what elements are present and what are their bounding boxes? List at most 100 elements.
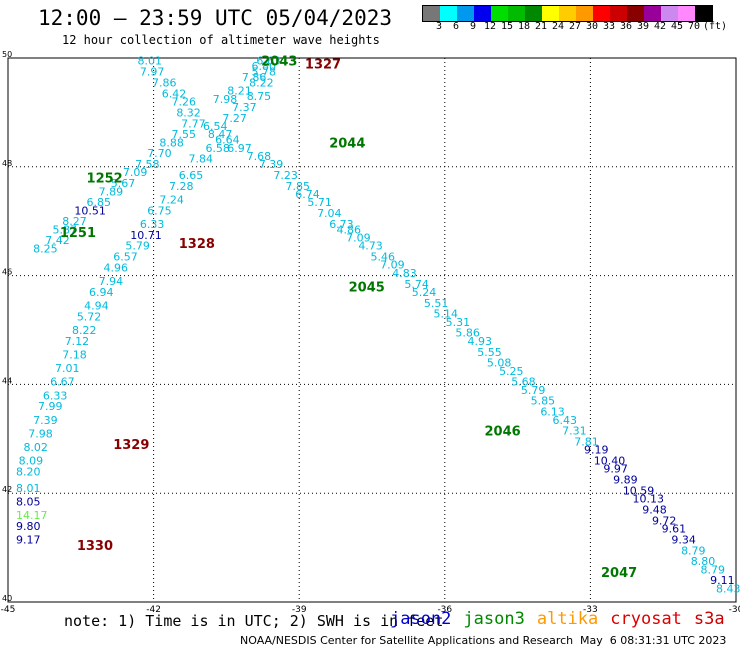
color-swatch: [508, 6, 525, 21]
color-scale-unit: (ft): [702, 21, 728, 32]
color-swatch: [610, 6, 627, 21]
wave-height-value: 5.51: [424, 297, 449, 310]
wave-height-value: 7.23: [273, 169, 298, 182]
color-swatch: [525, 6, 542, 21]
color-scale-label: 30: [585, 21, 599, 32]
track-pass-label: 1329: [113, 438, 149, 453]
generated-timestamp: May 6 08:31:31 UTC 2023: [580, 634, 727, 647]
wave-height-value: 6.75: [147, 204, 172, 217]
wave-height-value: 6.64: [215, 134, 240, 147]
wave-height-value: 10.51: [74, 204, 106, 217]
wave-height-value: 6.57: [113, 251, 138, 264]
wave-height-value: 8.09: [19, 455, 44, 468]
wave-height-value: 9.97: [603, 463, 628, 476]
color-swatch: [457, 6, 474, 21]
wave-height-value: 6.97: [227, 142, 252, 155]
track-pass-label: 1251: [60, 226, 96, 241]
wave-height-value: 5.24: [412, 286, 437, 299]
wave-height-value: 6.43: [552, 414, 577, 427]
credit-text: NOAA/NESDIS Center for Satellite Applica…: [240, 634, 574, 647]
wave-height-value: 7.04: [317, 207, 342, 220]
color-swatch: [644, 6, 661, 21]
wave-height-value: 7.86: [242, 71, 267, 84]
map-frame: [7, 57, 737, 603]
wave-height-value: 8.20: [16, 465, 41, 478]
wave-height-value: 5.86: [455, 327, 480, 340]
color-scale-label: 36: [619, 21, 633, 32]
color-swatch: [491, 6, 508, 21]
color-swatch: [542, 6, 559, 21]
wave-height-value: 7.68: [247, 150, 272, 163]
wave-height-value: 7.85: [286, 180, 311, 193]
wave-height-value: 9.17: [16, 533, 41, 546]
wave-height-value: 7.58: [135, 158, 160, 171]
wave-height-value: 8.01: [16, 482, 41, 495]
y-tick-label: 44: [2, 376, 12, 385]
wave-height-value: 7.39: [259, 158, 284, 171]
wave-height-value: 5.14: [434, 308, 459, 321]
satellite-legend: jason2 jason3 altika cryosat s3a: [390, 609, 737, 629]
satellite-legend-item: altika: [536, 609, 599, 629]
wave-height-value: 7.94: [99, 275, 124, 288]
wave-height-value: 7.26: [171, 96, 196, 109]
color-scale-bar: [422, 5, 713, 22]
color-scale-label: 24: [551, 21, 565, 32]
map-title: 12:00 – 23:59 UTC 05/04/2023: [38, 6, 393, 30]
wave-height-value: 8.01: [137, 55, 162, 68]
color-scale-label: 18: [517, 21, 531, 32]
wave-height-value: 9.72: [652, 514, 677, 527]
wave-height-value: 7.01: [55, 362, 79, 375]
track-pass-label: 1327: [305, 57, 341, 72]
wave-height-value: 7.42: [45, 234, 70, 247]
wave-height-value: 9.19: [584, 444, 609, 457]
wave-height-value: 5.68: [511, 376, 536, 389]
wave-height-value: 5.71: [307, 196, 332, 209]
wave-height-value: 8.79: [700, 563, 725, 576]
track-pass-label: 1328: [179, 237, 215, 252]
wave-height-value: 7.09: [380, 259, 405, 272]
y-tick-label: 40: [2, 594, 12, 603]
wave-height-value: 6.33: [43, 389, 68, 402]
wave-height-value: 4.86: [336, 223, 361, 236]
wave-height-value: 6.33: [140, 218, 165, 231]
wave-height-value: 9.34: [671, 533, 696, 546]
wave-height-value: 7.37: [232, 101, 257, 114]
color-scale-label: 6: [452, 21, 460, 32]
wave-height-value: 6.13: [540, 406, 565, 419]
color-scale-label: 12: [483, 21, 497, 32]
wave-height-value: 7.70: [147, 147, 172, 160]
wave-height-value: 8.43: [716, 582, 740, 595]
x-tick-label: -39: [292, 605, 307, 615]
track-labels: 2043 1327 2044 1252 1251 1328 2045 2046 1329 1330…: [60, 55, 637, 581]
wave-height-value: 5.25: [499, 365, 523, 378]
color-scale-label: 21: [534, 21, 548, 32]
wave-height-value: 10.71: [130, 229, 162, 242]
color-scale-label: 3: [435, 21, 443, 32]
wave-height-value: 8.22: [72, 324, 97, 337]
color-scale-label: 27: [568, 21, 582, 32]
wave-height-value: 7.81: [574, 436, 599, 449]
wave-height-value: 8.80: [691, 555, 716, 568]
wave-height-value: 8.88: [159, 136, 184, 149]
wave-height-value: 14.17: [16, 509, 48, 522]
color-scale-label: 33: [602, 21, 616, 32]
color-scale-label: 15: [500, 21, 514, 32]
wave-height-value: 7.77: [181, 117, 206, 130]
x-tick-label: -30: [729, 605, 740, 615]
wave-height-value: 8.22: [249, 76, 274, 89]
wave-height-value: 7.98: [213, 93, 238, 106]
satellite-legend-item: jason2: [390, 609, 452, 629]
wave-height-value: 5.31: [446, 316, 471, 329]
x-tick-label: -45: [1, 605, 16, 615]
wave-height-value: 7.99: [38, 400, 63, 413]
color-swatch: [661, 6, 678, 21]
wave-height-value: 5.79: [125, 240, 150, 253]
wave-height-value: 10.13: [633, 493, 665, 506]
wave-height-value: 7.84: [188, 153, 213, 166]
wave-height-value: 4.96: [104, 261, 128, 274]
color-scale-label: 70: [687, 21, 701, 32]
wave-height-value: 10.59: [623, 484, 655, 497]
wave-height-value: 6.63: [256, 55, 281, 68]
wave-height-value: 8.05: [16, 495, 41, 508]
track-pass-label: 1252: [87, 172, 123, 187]
